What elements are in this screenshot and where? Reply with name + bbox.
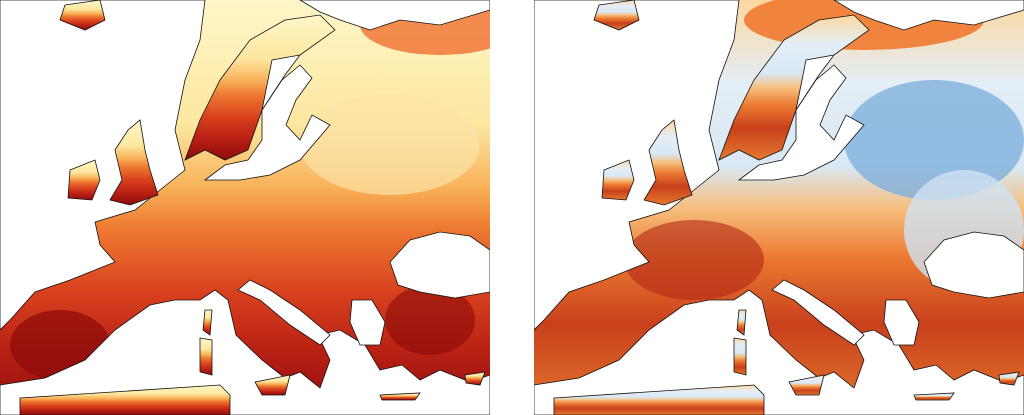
sea-med bbox=[0, 289, 490, 415]
land-scandinavia bbox=[718, 14, 870, 161]
land-iceland bbox=[59, 0, 106, 31]
anomaly-patch bbox=[300, 95, 480, 195]
anomaly-patch bbox=[844, 80, 1024, 200]
sea-aegean bbox=[883, 299, 920, 346]
land-iceland bbox=[593, 0, 640, 31]
land-ireland bbox=[67, 159, 101, 201]
land-crete bbox=[379, 392, 421, 401]
sea-northcap bbox=[299, 0, 490, 31]
land-sardinia bbox=[733, 337, 747, 376]
sea-black bbox=[389, 231, 490, 299]
land-corsica bbox=[202, 309, 213, 336]
sea-med bbox=[534, 289, 1024, 415]
sea-baltic bbox=[203, 64, 331, 181]
sea-adriatic bbox=[771, 279, 865, 346]
land-ireland bbox=[601, 159, 635, 201]
land-uk bbox=[643, 119, 693, 206]
land-sardinia bbox=[199, 337, 213, 376]
sea-baltic bbox=[737, 64, 865, 181]
anomaly-patch bbox=[385, 285, 475, 355]
land-uk bbox=[109, 119, 159, 206]
sea-black bbox=[923, 231, 1024, 299]
sea-atlantic bbox=[0, 0, 206, 331]
sea-adriatic bbox=[237, 279, 331, 346]
map-panel-right bbox=[534, 0, 1024, 415]
sea-northcap bbox=[833, 0, 1024, 31]
land-sicily bbox=[788, 374, 825, 396]
sea-aegean bbox=[349, 299, 386, 346]
land-sicily bbox=[254, 374, 291, 396]
land-cyprus bbox=[998, 371, 1020, 386]
map-panel-left bbox=[0, 0, 490, 415]
sea-atlantic bbox=[534, 0, 740, 331]
land-scandinavia bbox=[184, 14, 336, 161]
anomaly-patch bbox=[624, 220, 764, 300]
land-crete bbox=[913, 392, 955, 401]
land-corsica bbox=[736, 309, 747, 336]
land-africa bbox=[19, 384, 231, 415]
land-cyprus bbox=[464, 371, 486, 386]
land-africa bbox=[553, 384, 765, 415]
